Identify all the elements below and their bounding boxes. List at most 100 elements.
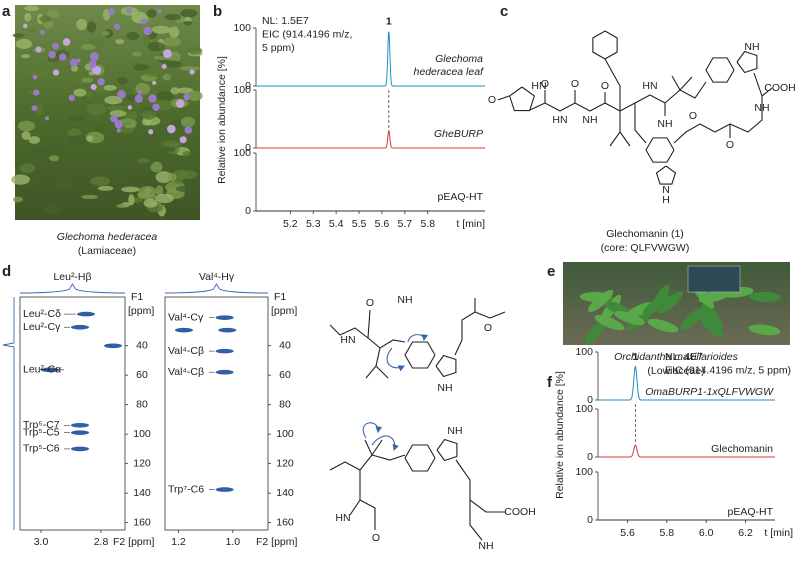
y-tick-label: 80: [279, 398, 291, 410]
atom: HN: [340, 334, 355, 346]
y-tick-label: 0: [245, 142, 251, 154]
cross-peak: [71, 422, 89, 428]
panel-label: c: [500, 3, 508, 20]
cross-peak: [174, 327, 193, 333]
flower: [148, 94, 157, 103]
atom: N: [662, 184, 670, 196]
x-tick-label: 5.2: [283, 218, 298, 230]
y-tick-label: 0: [587, 451, 593, 463]
annotation: EIC (914.4196 m/z,: [262, 28, 352, 40]
ring: [404, 444, 436, 472]
cross-peak: [215, 315, 234, 320]
leaf: [162, 73, 172, 81]
flower: [68, 94, 75, 102]
y-tick-label: 140: [276, 487, 294, 499]
leaf: [180, 66, 201, 71]
peak-label: 1: [632, 351, 638, 363]
leaf: [698, 290, 731, 303]
leaf: [155, 171, 173, 184]
leaf: [150, 161, 163, 173]
leaf: [164, 13, 182, 21]
flower: [116, 128, 121, 133]
flower: [107, 8, 115, 16]
leaf: [182, 151, 191, 157]
atom: NH: [437, 382, 452, 394]
arrow: [371, 435, 399, 452]
flower: [22, 23, 28, 29]
leaf: [76, 18, 88, 31]
leaf: [68, 135, 87, 145]
leaf: [183, 20, 193, 26]
trace: [256, 31, 485, 87]
x-tick-label: 5.3: [306, 218, 321, 230]
x-tick-label: 5.5: [352, 218, 367, 230]
flower: [161, 63, 167, 70]
peak-label: Val⁴-Cβ: [168, 366, 204, 378]
atom: O: [601, 80, 609, 92]
x-tick-label: 5.7: [398, 218, 413, 230]
x-tick-label: 1.2: [171, 536, 186, 548]
cross-peak: [77, 311, 95, 317]
leaf: [658, 291, 683, 314]
leaf: [81, 194, 99, 199]
bond: [365, 347, 381, 379]
flower: [117, 89, 126, 99]
bond: [455, 459, 505, 513]
leaf: [19, 163, 36, 173]
leaf: [90, 176, 111, 186]
atom: NH: [447, 425, 462, 437]
flower: [189, 69, 195, 75]
leaf: [21, 131, 31, 140]
bond: [454, 311, 491, 356]
leaf: [150, 62, 157, 69]
bond: [367, 337, 406, 349]
arrow: [407, 334, 429, 343]
leaf: [30, 179, 41, 186]
y-axis-label: Relative ion abundance [%]: [554, 371, 566, 499]
leaf: [155, 91, 174, 102]
atom: O: [541, 78, 549, 90]
x-tick-label: 6.2: [738, 527, 753, 539]
ring: [645, 137, 675, 163]
leaf: [24, 5, 39, 12]
leaf: [73, 88, 87, 97]
flower: [89, 52, 99, 62]
flower: [175, 99, 185, 108]
leaf: [53, 183, 72, 190]
axis-label: [ppm]: [271, 305, 297, 317]
y-tick-label: 0: [587, 514, 593, 526]
header: Val⁴-Hγ: [199, 271, 235, 283]
flower: [45, 116, 50, 121]
y-tick-label: 0: [245, 80, 251, 92]
caption: Glechomanin (1): [606, 228, 684, 240]
x-tick-label: 3.0: [34, 536, 49, 548]
y-tick-label: 40: [279, 339, 291, 351]
projection: [2, 297, 15, 530]
leaf: [102, 31, 110, 36]
leaf: [142, 34, 150, 46]
flower: [48, 50, 56, 59]
leaf: [642, 294, 670, 315]
leaf: [146, 9, 157, 18]
flower: [137, 89, 143, 95]
cross-peak: [71, 446, 89, 452]
annotation: 5 ppm): [262, 42, 295, 54]
atom: O: [571, 78, 579, 90]
leaf: [32, 148, 51, 154]
atom: O: [488, 94, 496, 106]
leaf: [117, 77, 128, 85]
leaf: [85, 91, 93, 98]
axis-label: [ppm]: [128, 305, 154, 317]
flower: [52, 42, 59, 50]
bond: [469, 500, 483, 541]
bond: [364, 439, 373, 456]
legend-label: Glechoma: [435, 53, 483, 65]
leaf: [594, 315, 625, 331]
legend-label: hederacea leaf: [414, 66, 485, 78]
peak-label: Val⁴-Cβ: [168, 345, 204, 357]
ring: [508, 86, 536, 112]
leaf: [155, 185, 164, 196]
flower: [114, 120, 123, 129]
x-tick-label: 5.6: [375, 218, 390, 230]
leaf: [116, 203, 127, 208]
